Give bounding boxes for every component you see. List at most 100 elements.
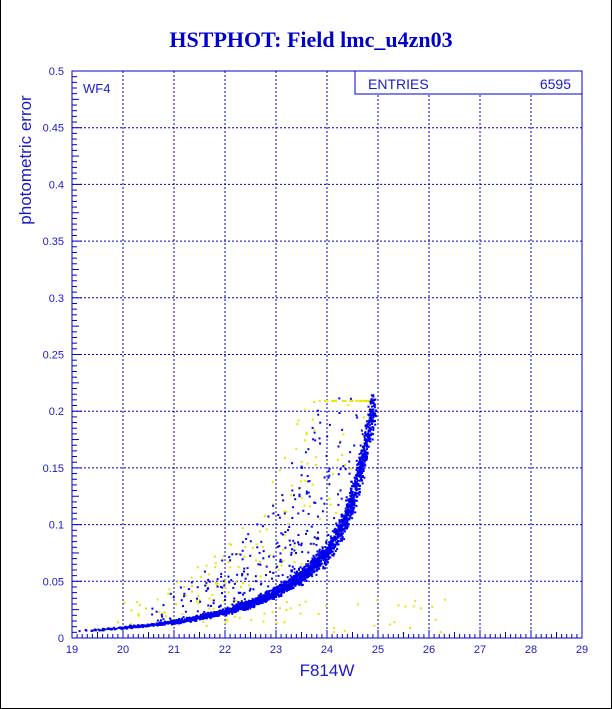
- data-point: [281, 533, 284, 536]
- rejected-point: [293, 561, 296, 564]
- data-point: [245, 607, 248, 610]
- data-point: [228, 556, 231, 559]
- data-point: [162, 604, 165, 607]
- data-point: [324, 563, 327, 566]
- data-point: [328, 546, 331, 549]
- data-point: [231, 603, 234, 606]
- rejected-point: [305, 431, 308, 434]
- data-point: [253, 601, 255, 604]
- x-tick-label: 21: [168, 644, 180, 656]
- data-point: [189, 620, 192, 623]
- data-point: [311, 559, 314, 562]
- data-point: [358, 458, 361, 461]
- data-point: [259, 583, 262, 586]
- data-point: [296, 570, 298, 573]
- rejected-point: [355, 399, 358, 402]
- data-point: [190, 600, 192, 602]
- data-point: [224, 609, 227, 612]
- data-point: [356, 472, 359, 475]
- data-point: [298, 567, 300, 570]
- data-point: [317, 515, 319, 518]
- data-point: [372, 394, 375, 397]
- data-point: [267, 594, 269, 597]
- data-point: [346, 504, 349, 507]
- data-point: [333, 538, 336, 541]
- rejected-point: [230, 603, 232, 606]
- rejected-point: [300, 460, 303, 463]
- data-point: [159, 621, 161, 624]
- data-point: [222, 580, 225, 583]
- rejected-point: [191, 585, 194, 587]
- data-point: [253, 600, 256, 603]
- data-point: [358, 487, 361, 490]
- data-point: [272, 589, 275, 592]
- data-point: [305, 492, 308, 495]
- rejected-point: [331, 473, 334, 476]
- data-point: [318, 564, 321, 567]
- rejected-point: [287, 523, 290, 526]
- data-point: [220, 575, 223, 578]
- data-point: [325, 455, 328, 457]
- data-point: [292, 576, 295, 579]
- data-point: [331, 544, 334, 547]
- data-point: [228, 612, 230, 615]
- data-point: [353, 500, 356, 503]
- data-point: [313, 570, 316, 573]
- data-point: [345, 524, 348, 527]
- data-point: [364, 437, 367, 440]
- data-point: [276, 586, 279, 589]
- data-point: [357, 484, 359, 487]
- data-point: [369, 409, 372, 412]
- rejected-point: [343, 629, 346, 632]
- data-point: [204, 612, 207, 615]
- data-point: [340, 527, 343, 530]
- data-point: [331, 530, 334, 533]
- data-point: [298, 495, 301, 498]
- data-point: [368, 426, 371, 429]
- data-point: [289, 582, 292, 584]
- data-point: [304, 572, 306, 575]
- data-point: [119, 626, 122, 629]
- data-point: [344, 527, 347, 530]
- data-point: [289, 543, 292, 546]
- data-point: [288, 585, 290, 588]
- data-point: [350, 498, 352, 501]
- data-point: [181, 617, 184, 620]
- data-point: [312, 568, 315, 570]
- data-point: [254, 601, 257, 604]
- data-point: [358, 453, 361, 456]
- data-point: [275, 591, 278, 594]
- rejected-point: [362, 399, 365, 402]
- rejected-point: [283, 510, 286, 513]
- data-point: [218, 611, 221, 614]
- data-point: [300, 474, 303, 477]
- data-point: [364, 434, 367, 437]
- data-point: [294, 498, 297, 501]
- data-point: [199, 615, 202, 618]
- data-point: [252, 604, 255, 607]
- data-point: [346, 514, 349, 517]
- axis-ticks: [71, 70, 583, 639]
- data-point: [317, 566, 320, 569]
- data-point: [162, 622, 165, 625]
- data-point: [363, 452, 366, 455]
- data-point: [337, 532, 340, 534]
- data-point: [344, 517, 346, 520]
- data-point: [348, 504, 351, 507]
- rejected-point: [290, 494, 292, 497]
- data-point: [169, 592, 172, 595]
- data-point: [301, 578, 304, 581]
- data-point: [245, 537, 248, 540]
- data-point: [341, 513, 344, 516]
- data-point: [278, 516, 281, 519]
- data-point: [347, 510, 350, 513]
- data-point: [265, 565, 268, 568]
- data-point: [323, 502, 326, 505]
- rejected-point: [214, 555, 216, 558]
- data-point: [371, 420, 374, 423]
- rejected-point: [297, 419, 300, 422]
- rejected-point: [364, 399, 367, 402]
- x-tick-label: 20: [117, 644, 129, 656]
- data-point: [355, 414, 358, 417]
- rejected-point: [335, 511, 338, 514]
